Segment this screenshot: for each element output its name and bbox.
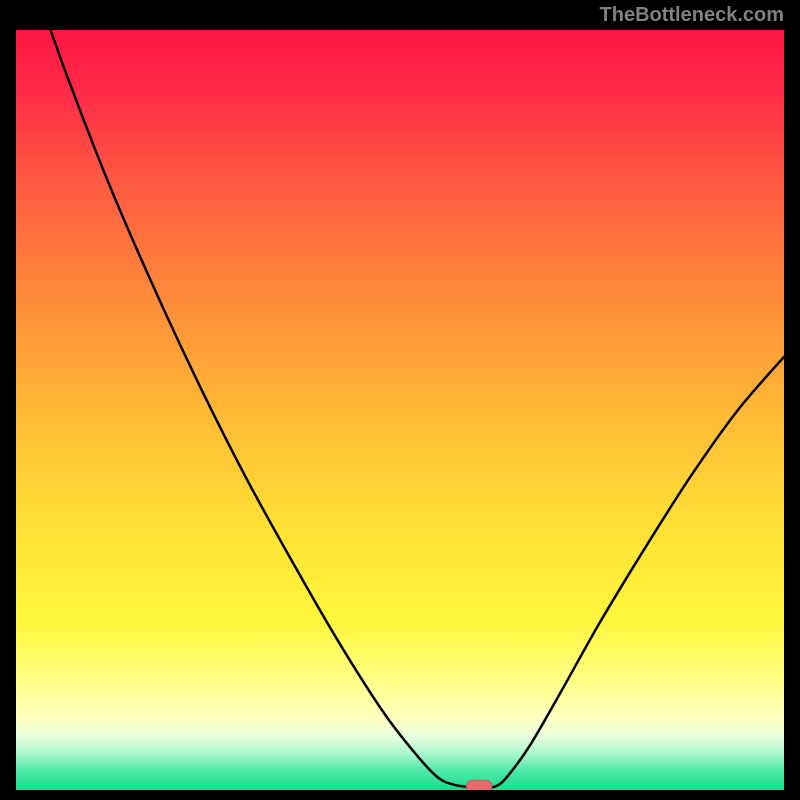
chart-frame: TheBottleneck.com (0, 0, 800, 800)
optimum-marker (466, 780, 492, 790)
plot-area (16, 30, 784, 790)
chart-svg (16, 30, 784, 790)
watermark-text: TheBottleneck.com (600, 4, 784, 27)
gradient-background (16, 30, 784, 790)
